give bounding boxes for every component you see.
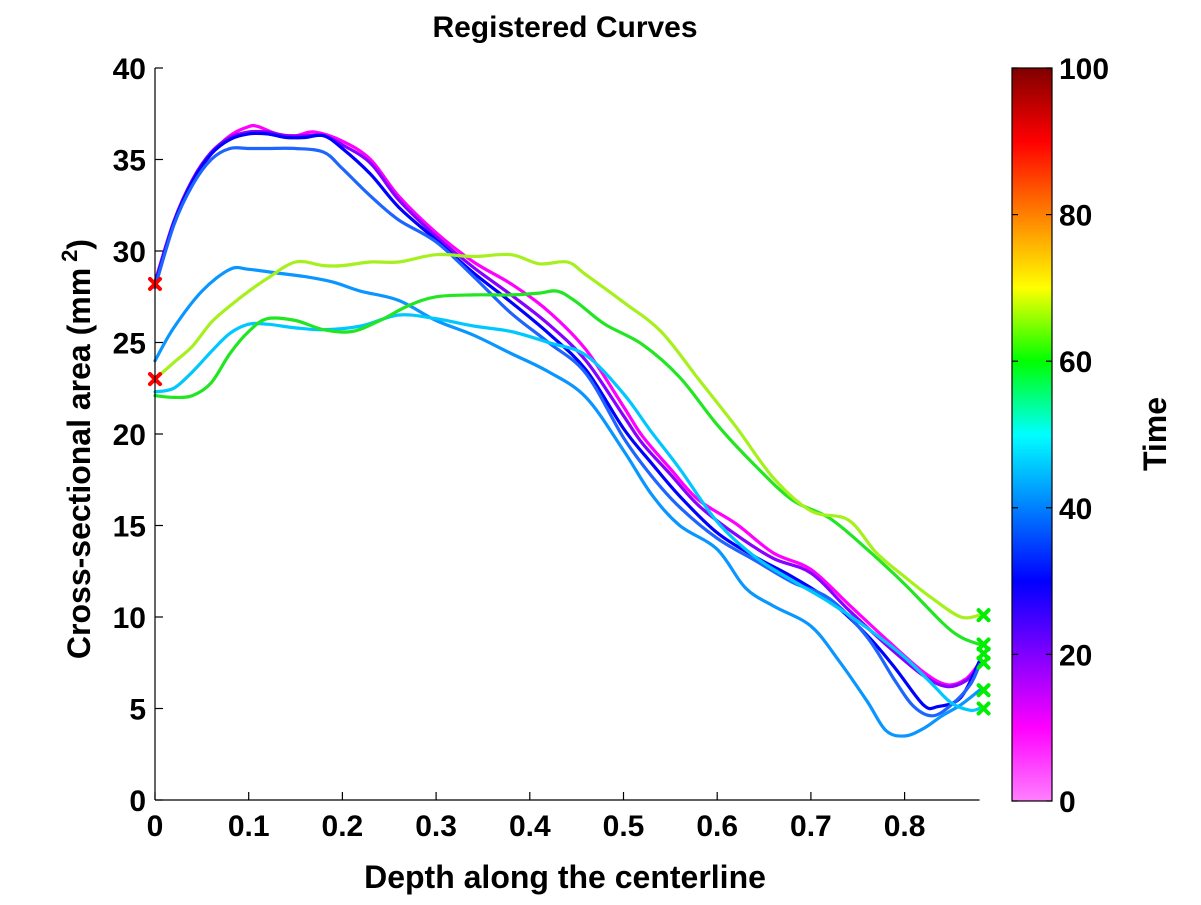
colorbar-tick-label: 40: [1059, 493, 1092, 526]
series-line: [153, 146, 982, 718]
series-line: [153, 265, 982, 738]
chart-title: Registered Curves: [432, 11, 697, 44]
series-line: [153, 123, 982, 687]
series-group: [153, 123, 982, 738]
axes: [154, 68, 980, 801]
end-marker-stroke-b: [976, 608, 991, 623]
y-axis-ticks: 0 5 10 15 20 25 30 35 40: [113, 53, 163, 818]
y-tick-label: 15: [113, 511, 146, 544]
end-marker-stroke-b: [976, 701, 991, 716]
colorbar-tick-label: 100: [1059, 53, 1109, 86]
x-axis-label: Depth along the centerline: [364, 859, 766, 895]
markers-group: [148, 276, 991, 716]
colorbar-gradient: [1011, 67, 1053, 802]
colorbar-label: Time: [1137, 397, 1173, 471]
y-axis-label-superscript: 2: [57, 250, 82, 262]
y-axis-label-main: Cross-sectional area (mm: [61, 268, 97, 659]
x-tick-label: 0.2: [322, 810, 364, 843]
plot-area: 0 0.1 0.2 0.3 0.4 0.5 0.6 0.7 0.8 0 5 10 15 20 25 30 35…: [113, 53, 991, 843]
y-tick-label: 25: [113, 328, 146, 361]
y-axis-label-suffix: ): [61, 239, 97, 250]
x-tick-label: 0.8: [884, 810, 926, 843]
y-tick-label: 35: [113, 145, 146, 178]
x-tick-label: 0.3: [415, 810, 457, 843]
end-marker: [976, 655, 991, 670]
x-tick-label: 0.4: [509, 810, 551, 843]
y-tick-label: 20: [113, 419, 146, 452]
series-line: [153, 313, 982, 713]
series-line: [153, 252, 982, 620]
colorbar-tick-label: 0: [1059, 786, 1076, 819]
x-tick-label: 0.6: [696, 810, 738, 843]
end-marker-stroke-b: [976, 655, 991, 670]
series-line: [153, 129, 982, 689]
colorbar-tick-label: 20: [1059, 639, 1092, 672]
y-axis-label: Cross-sectional area (mm 2): [57, 239, 97, 659]
end-marker-stroke-b: [976, 683, 991, 698]
end-marker: [976, 701, 991, 716]
series-line: [153, 289, 982, 647]
colorbar-ticks: 0 20 40 60 80 100: [1012, 53, 1109, 819]
colorbar: 0 20 40 60 80 100 Time: [1011, 53, 1173, 819]
y-tick-label: 40: [113, 53, 146, 86]
x-tick-label: 0.7: [790, 810, 832, 843]
end-marker: [976, 608, 991, 623]
x-tick-label: 0.1: [228, 810, 270, 843]
end-marker: [976, 683, 991, 698]
colorbar-tick-label: 60: [1059, 346, 1092, 379]
y-tick-label: 0: [129, 785, 146, 818]
x-axis-ticks: 0 0.1 0.2 0.3 0.4 0.5 0.6 0.7 0.8: [147, 792, 926, 843]
colorbar-tick-label: 80: [1059, 200, 1092, 233]
y-tick-label: 30: [113, 236, 146, 269]
y-tick-label: 5: [129, 694, 146, 727]
x-tick-label: 0.5: [603, 810, 645, 843]
x-tick-label: 0: [147, 810, 164, 843]
y-tick-label: 10: [113, 602, 146, 635]
